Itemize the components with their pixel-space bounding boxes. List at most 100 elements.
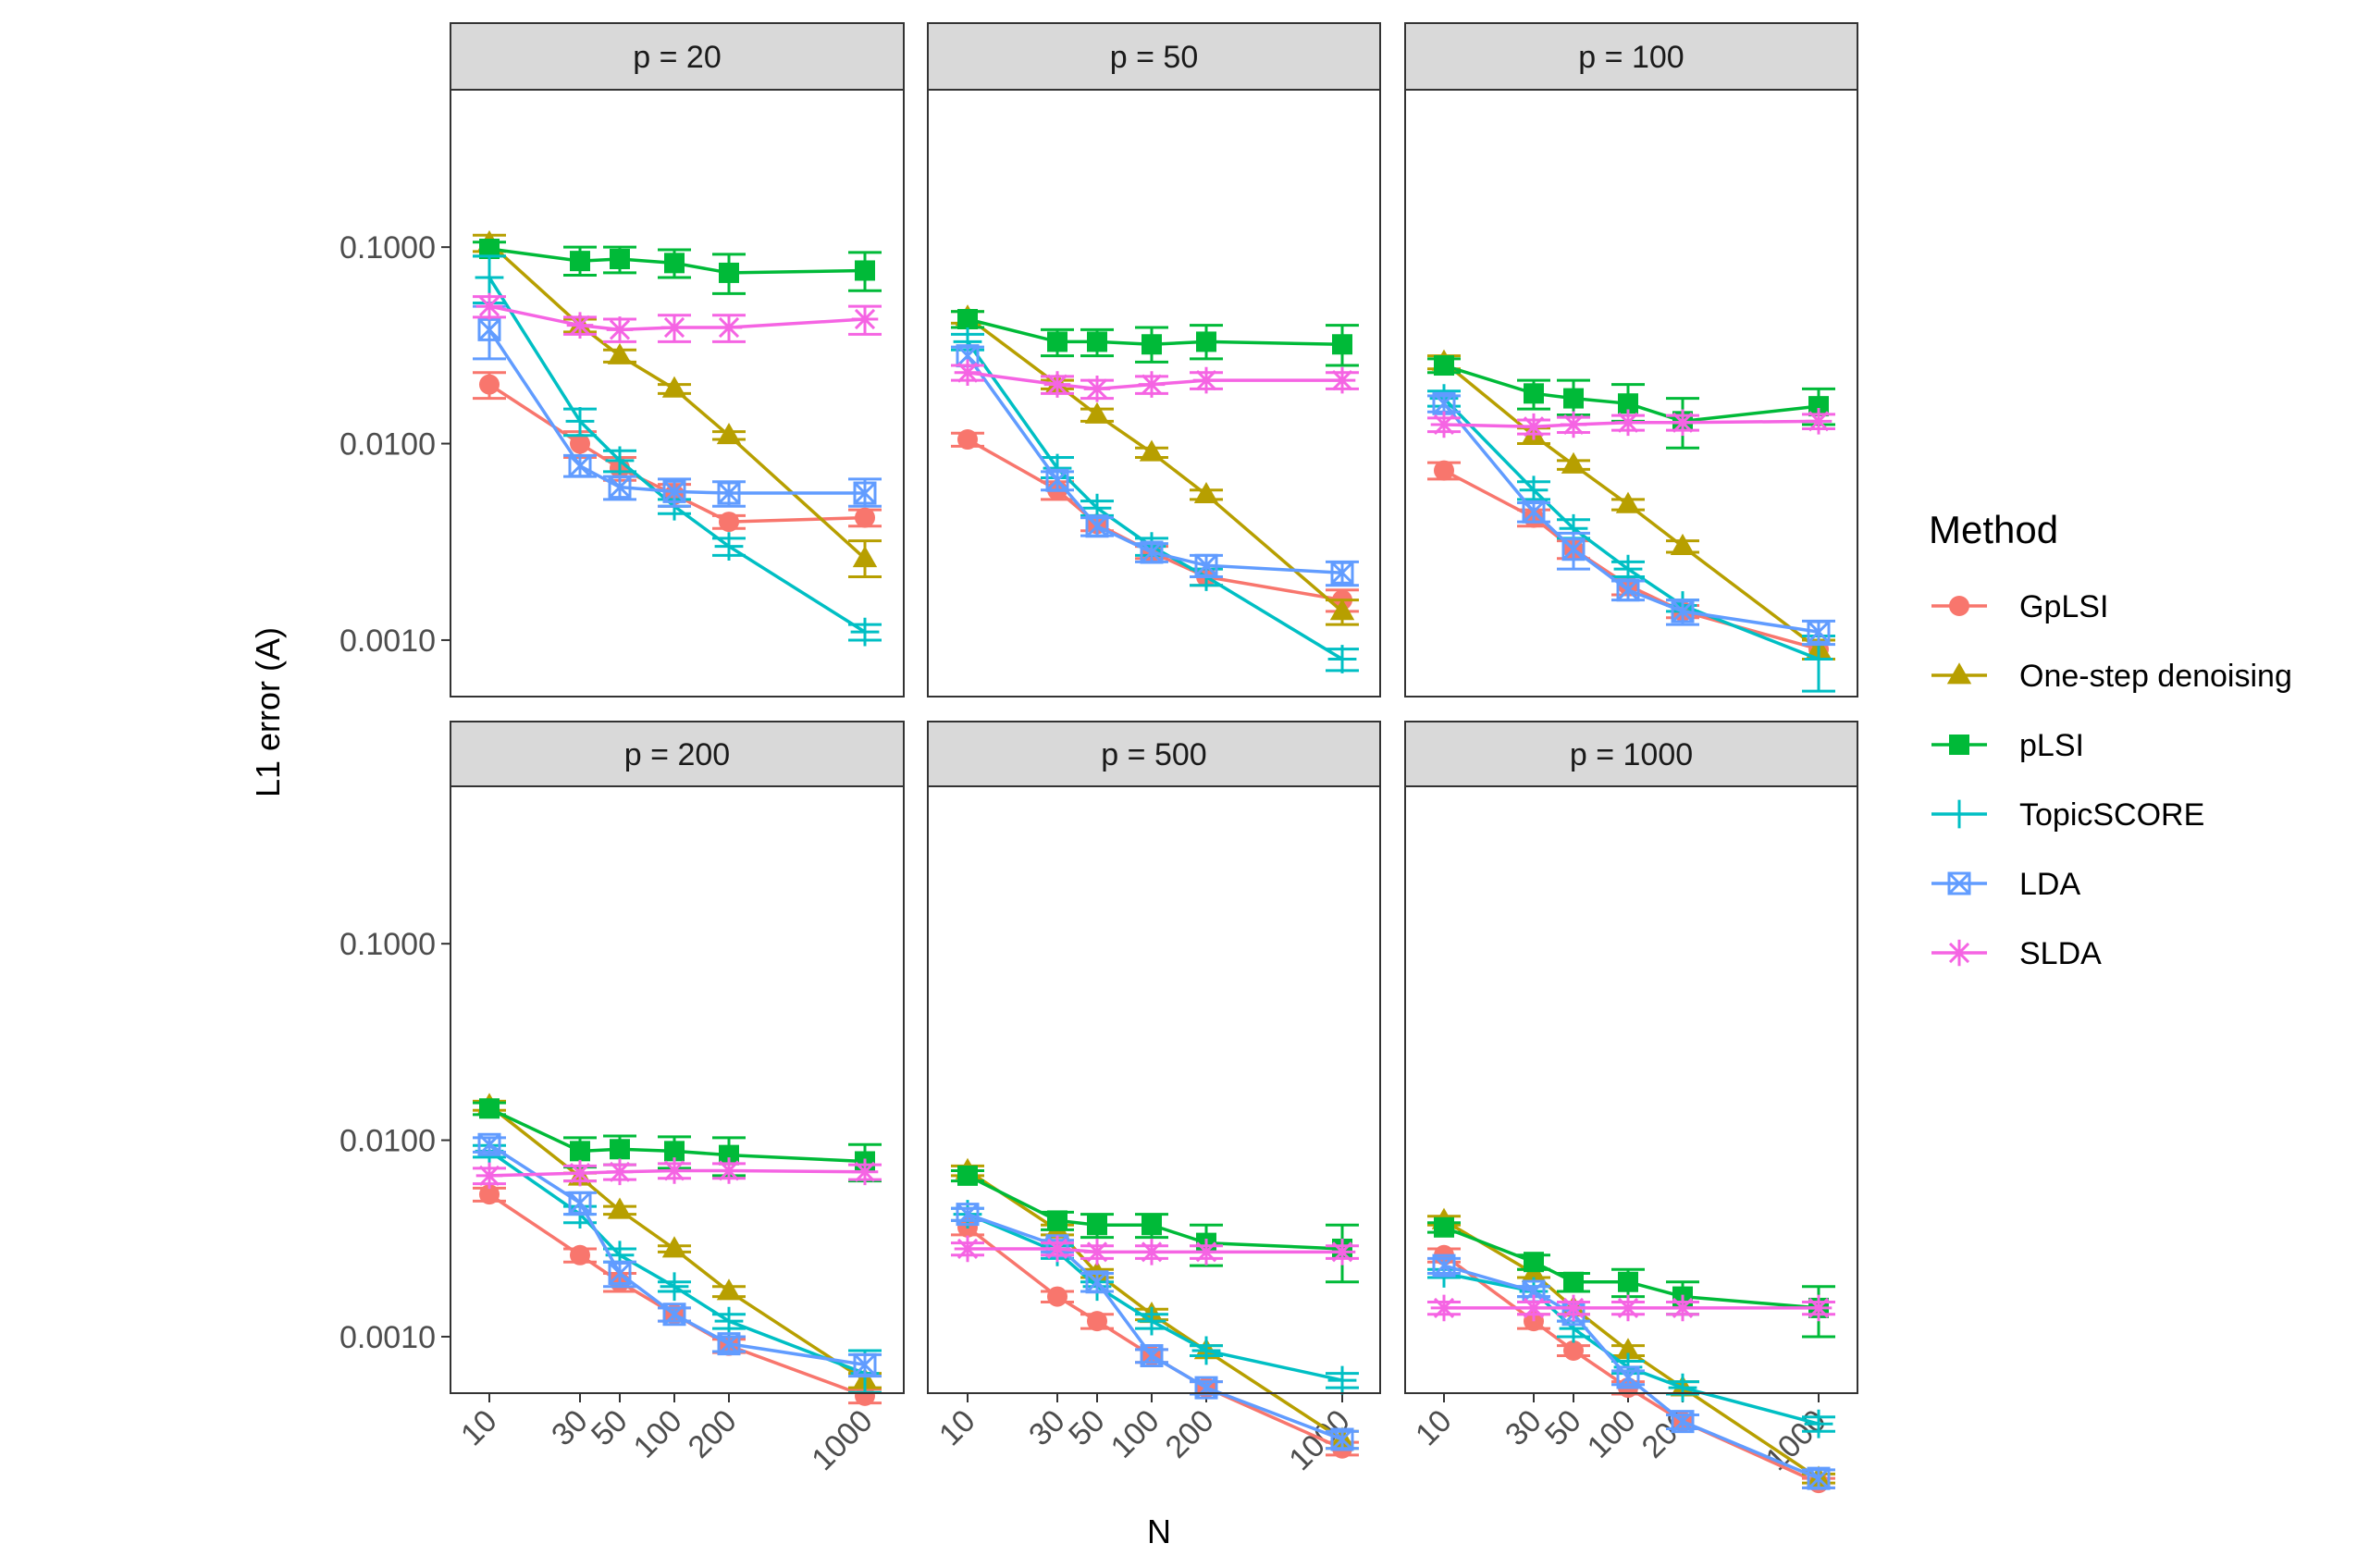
- data-point: [1618, 393, 1638, 414]
- data-point: [714, 1306, 744, 1336]
- data-point: [479, 374, 500, 395]
- data-point: [1434, 1216, 1454, 1238]
- data-point: [570, 433, 590, 454]
- data-point: [610, 248, 630, 269]
- data-point: [1087, 1311, 1107, 1332]
- data-point: [855, 260, 875, 281]
- x-tick-label: 100: [627, 1403, 689, 1465]
- x-tick-label: 200: [1159, 1403, 1221, 1465]
- data-point: [475, 263, 504, 292]
- y-tick-label: 0.0010: [339, 1320, 436, 1355]
- data-point: [608, 475, 632, 500]
- panel-border: [1404, 785, 1858, 1394]
- series-slda: [1427, 408, 1835, 440]
- legend-label: SLDA: [2019, 936, 2102, 971]
- series-line: [488, 304, 866, 332]
- data-point: [606, 316, 634, 343]
- data-point: [479, 1098, 500, 1119]
- data-point: [1137, 1306, 1166, 1336]
- data-point: [1432, 1253, 1456, 1278]
- panel-border: [1404, 89, 1858, 698]
- panel-border: [450, 785, 905, 1394]
- facet-label: p = 200: [624, 737, 730, 772]
- series-lda: [473, 304, 882, 508]
- data-point: [1560, 411, 1587, 438]
- data-point: [1043, 1235, 1071, 1263]
- facet-strip: [450, 721, 905, 787]
- x-tick-label: 10: [1409, 1403, 1459, 1453]
- x-tick-label: 100: [1581, 1403, 1643, 1465]
- data-point: [1087, 331, 1107, 352]
- series-line: [487, 328, 865, 495]
- series-slda: [951, 359, 1359, 402]
- data-point: [1560, 1294, 1587, 1322]
- data-point: [855, 1385, 875, 1406]
- series-plsi: [951, 309, 1359, 367]
- data-point: [660, 1272, 689, 1302]
- facet-label: p = 100: [1578, 40, 1684, 75]
- data-point: [477, 1132, 501, 1156]
- series-line: [966, 315, 1344, 613]
- x-tick-label: 1000: [1758, 1403, 1833, 1477]
- series-slda: [1427, 1294, 1835, 1322]
- plot-area: [1405, 90, 1857, 697]
- legend-label: LDA: [2019, 867, 2080, 902]
- data-point: [570, 1141, 590, 1162]
- data-point: [1140, 1344, 1164, 1368]
- data-point: [1330, 561, 1354, 585]
- series-line: [487, 277, 866, 634]
- data-point: [566, 312, 594, 339]
- x-tick-label: 10: [454, 1403, 504, 1453]
- data-point: [715, 1157, 743, 1184]
- data-point: [1430, 1294, 1458, 1322]
- data-point: [1563, 388, 1584, 409]
- legend-item-one-step-denoising: One-step denoising: [1931, 659, 2292, 694]
- series-slda: [473, 1157, 882, 1190]
- series-line: [1442, 402, 1820, 634]
- data-point: [954, 1235, 981, 1263]
- data-point: [1087, 1215, 1107, 1236]
- series-line: [1442, 361, 1820, 651]
- legend-item-lda: LDA: [1931, 867, 2080, 902]
- x-tick-label: 50: [585, 1403, 635, 1453]
- legend-label: TopicSCORE: [2019, 797, 2204, 833]
- facet-label: p = 1000: [1570, 737, 1693, 772]
- data-point: [1616, 578, 1640, 602]
- data-point: [716, 1278, 742, 1301]
- data-point: [1083, 1239, 1111, 1266]
- data-point: [852, 546, 878, 568]
- data-point: [1432, 391, 1456, 415]
- data-point: [565, 406, 595, 436]
- legend-label: GpLSI: [2019, 589, 2108, 624]
- data-point: [479, 1184, 500, 1205]
- data-point: [957, 429, 978, 451]
- data-point: [1616, 1365, 1640, 1389]
- data-point: [568, 454, 592, 478]
- x-axis-title: N: [1147, 1512, 1171, 1550]
- data-point: [1561, 537, 1586, 562]
- series-slda: [473, 292, 882, 343]
- data-point: [1561, 451, 1586, 474]
- data-point: [1563, 1340, 1584, 1361]
- panel-border: [450, 89, 905, 698]
- data-point: [1141, 334, 1162, 355]
- series-line: [966, 354, 1343, 574]
- legend-item-gplsi: GpLSI: [1931, 589, 2108, 624]
- data-point: [1047, 1210, 1067, 1231]
- y-tick-label: 0.0100: [339, 427, 436, 463]
- data-point: [1434, 460, 1454, 481]
- y-tick-label: 0.0010: [339, 623, 436, 659]
- data-point: [855, 507, 875, 528]
- data-point: [1047, 1286, 1067, 1307]
- data-point: [1615, 491, 1641, 513]
- series-lda: [1427, 391, 1835, 647]
- data-point: [1045, 468, 1069, 492]
- legend-key-marker: [1944, 799, 1974, 829]
- legend-label: pLSI: [2019, 728, 2084, 763]
- series-line: [967, 317, 1343, 347]
- data-point: [662, 1303, 686, 1327]
- facet-label: p = 20: [633, 40, 721, 75]
